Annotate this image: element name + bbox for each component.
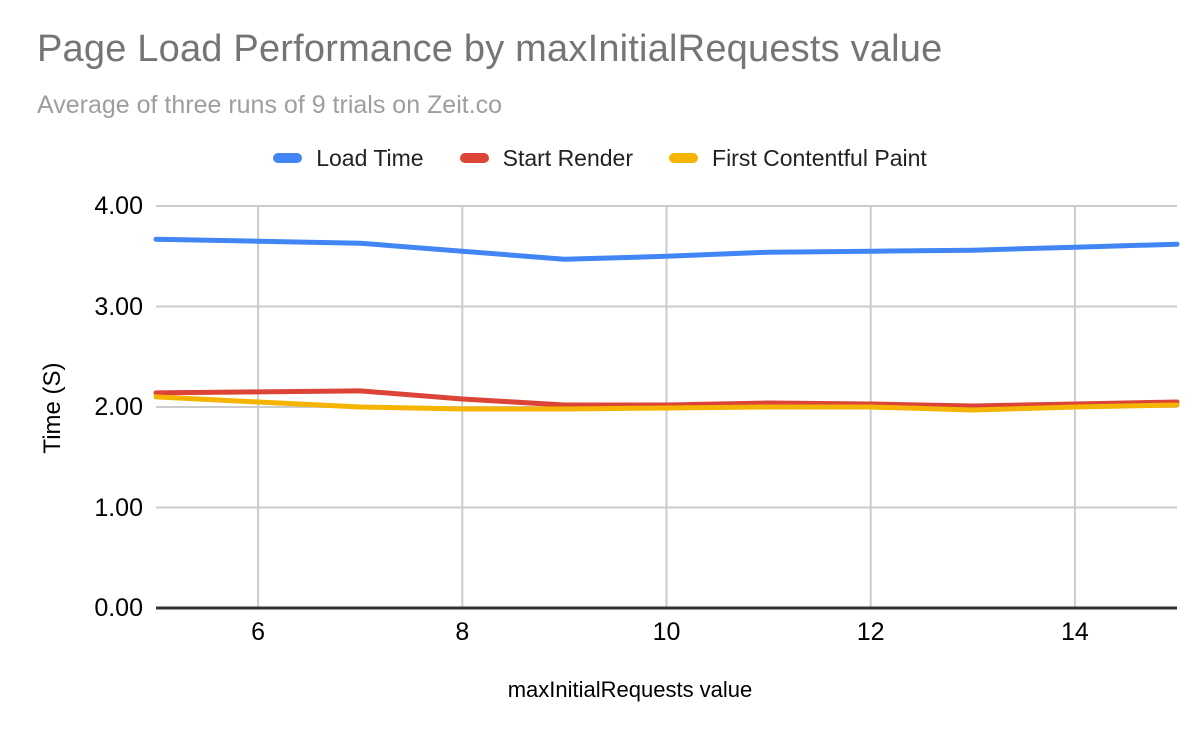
series-line-start-render[interactable]	[153, 388, 1180, 409]
x-tick-label: 8	[455, 618, 470, 646]
y-tick-label: 1.00	[94, 493, 143, 522]
legend-label-load-time: Load Time	[316, 144, 424, 171]
legend-label-start-render: Start Render	[502, 144, 634, 171]
y-axis-title: Time (S)	[39, 362, 66, 454]
legend-swatch-start-render-icon	[459, 153, 489, 163]
legend-item-load-time[interactable]: Load Time	[273, 144, 424, 172]
y-tick-label: 4.00	[94, 192, 143, 220]
y-tick-label: 3.00	[94, 292, 143, 321]
chart-title: Page Load Performance by maxInitialReque…	[37, 28, 943, 70]
legend-label-first-contentful-paint: First Contentful Paint	[712, 144, 927, 171]
chart-subtitle: Average of three runs of 9 trials on Zei…	[37, 91, 503, 119]
legend-item-start-render[interactable]: Start Render	[459, 144, 634, 172]
x-axis-title: maxInitialRequests value	[507, 677, 753, 702]
x-tick-label: 10	[652, 618, 681, 646]
y-tick-label: 2.00	[94, 393, 143, 421]
x-tick-label: 14	[1060, 618, 1089, 646]
y-tick-label: 0.00	[94, 594, 143, 622]
series-line-load-time[interactable]	[153, 236, 1180, 262]
legend-swatch-first-contentful-paint-icon	[669, 153, 699, 163]
x-tick-label: 6	[251, 618, 266, 646]
legend: Load Time Start Render First Contentful …	[0, 142, 1200, 174]
x-tick-label: 12	[856, 618, 885, 646]
legend-item-first-contentful-paint[interactable]: First Contentful Paint	[669, 145, 927, 172]
legend-swatch-load-time-icon	[273, 153, 303, 163]
series-line-first-contentful-paint[interactable]	[153, 394, 1180, 413]
